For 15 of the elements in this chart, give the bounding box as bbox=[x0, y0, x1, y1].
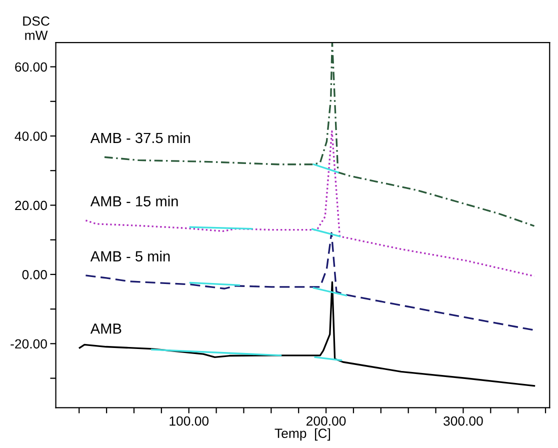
series-label: AMB - 15 min bbox=[90, 196, 178, 206]
y-tick-label: -20.00 bbox=[10, 339, 47, 349]
y-tick-label: 20.00 bbox=[15, 200, 47, 210]
y-tick-label: 60.00 bbox=[15, 62, 47, 72]
y-tick-label: 40.00 bbox=[14, 132, 47, 141]
x-tick-label: 300.00 bbox=[444, 416, 483, 426]
line-series bbox=[78, 281, 536, 387]
x-tick-label: 100.00 bbox=[170, 416, 209, 426]
x-axis-title: Temp [C] bbox=[274, 428, 330, 441]
series-label: AMB bbox=[90, 324, 122, 334]
series-label: AMB - 5 min bbox=[90, 250, 170, 262]
x-tick-label: 200.00 bbox=[306, 416, 346, 426]
y-axis-title: DSC mW bbox=[23, 16, 50, 40]
y-tick-label: 0.00 bbox=[22, 270, 47, 280]
series-label: AMB - 37.5 min bbox=[90, 132, 190, 144]
